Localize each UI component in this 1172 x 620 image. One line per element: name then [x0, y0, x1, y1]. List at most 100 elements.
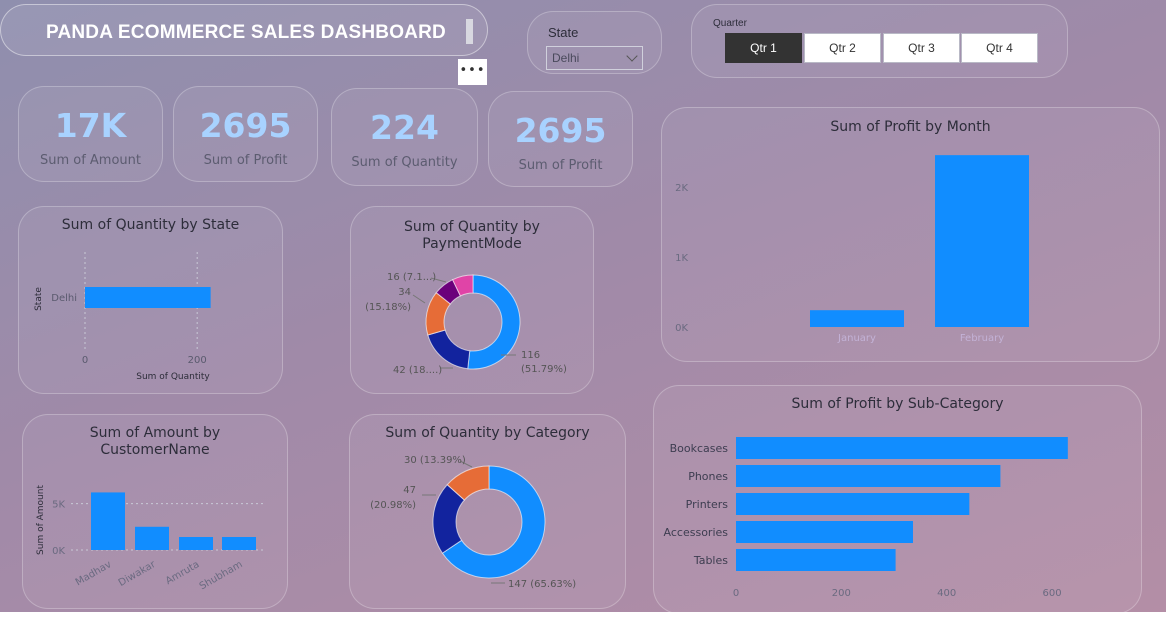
data-label: 47 — [403, 485, 416, 496]
quarter-button-3[interactable]: Qtr 3 — [883, 33, 960, 63]
x-tick-label: Madhav — [74, 559, 114, 588]
data-label: 147 (65.63%) — [508, 579, 576, 590]
chart-title: Sum of Profit by Sub-Category — [791, 396, 1004, 412]
profit-by-subcategory-chart: Bookcases Phones Printers Accessories Tables… — [664, 437, 1068, 599]
kpi-value: 17K — [54, 106, 127, 145]
chart-title: Sum of Profit by Month — [830, 119, 991, 135]
bar — [222, 537, 256, 550]
y-axis-label: State — [34, 287, 44, 311]
profit-by-subcategory-card: Sum of Profit by Sub-Category Bookcases P… — [653, 385, 1142, 614]
x-tick-label: Diwakar — [117, 559, 158, 589]
quarter-button-1[interactable]: Qtr 1 — [725, 33, 802, 63]
bar — [935, 155, 1029, 327]
dashboard-title: PANDA ECOMMERCE SALES DASHBOARD — [46, 22, 446, 43]
bar — [736, 493, 970, 515]
data-label: 30 (13.39%) — [404, 455, 466, 466]
leader-line — [412, 294, 426, 304]
category-label: Delhi — [51, 293, 77, 304]
quarter-slicer-label: Quarter — [713, 18, 747, 29]
qty-by-category-card: Sum of Quantity by Category 147 (65.63%)… — [349, 414, 626, 609]
kpi-value: 2695 — [514, 111, 607, 150]
qty-by-state-chart: Delhi 0 200 Sum of Quantity State — [34, 252, 211, 382]
chart-title: Sum of Amount by CustomerName — [89, 425, 221, 458]
data-label: 116 — [521, 350, 540, 361]
profit-by-month-chart: 0K 1K 2K January February — [675, 155, 1029, 344]
bar — [135, 526, 169, 550]
kpi-label: Sum of Amount — [39, 153, 142, 168]
bar — [810, 310, 904, 327]
title-scroll-handle[interactable] — [466, 19, 473, 44]
qty-by-category-chart: 147 (65.63%) 47 (20.98%) 30 (13.39%) — [370, 455, 576, 590]
page-bottom-edge — [0, 612, 1172, 620]
x-tick-label: 0 — [733, 588, 739, 599]
page-edge — [1166, 0, 1172, 620]
state-dropdown[interactable]: Delhi — [546, 46, 643, 70]
data-label: 16 (7.1...) — [387, 272, 436, 283]
amount-by-customer-card: Sum of Amount by CustomerName 0K 5K Sum of… — [22, 414, 288, 609]
x-tick-label: 200 — [832, 588, 851, 599]
profit-by-month-card: Sum of Profit by Month 0K 1K 2K January Febr… — [661, 107, 1160, 362]
x-tick-label: 600 — [1042, 588, 1061, 599]
donut-slice — [451, 274, 474, 297]
data-label: 34 — [398, 287, 411, 298]
x-tick-label: Shubham — [198, 559, 245, 592]
chart-title: Sum of Quantity by Category — [385, 425, 590, 441]
category-label: Tables — [693, 554, 728, 567]
category-label: Bookcases — [670, 442, 729, 455]
donut-slice — [441, 465, 546, 579]
x-tick-label: February — [960, 333, 1004, 344]
chart-title: Sum of Quantity by State — [61, 217, 240, 233]
kpi-card-quantity: 224 Sum of Quantity — [331, 88, 478, 186]
kpi-label: Sum of Profit — [203, 153, 288, 168]
data-label: (51.79%) — [521, 364, 567, 375]
amount-by-customer-chart: 0K 5K Sum of Amount Madhav Diwakar AmrutaShub… — [36, 485, 263, 592]
x-axis-label: Sum of Quantity — [136, 372, 210, 382]
bar — [736, 465, 1001, 487]
y-tick-label: 5K — [52, 500, 65, 511]
category-label: Phones — [688, 470, 728, 483]
bar — [85, 287, 211, 308]
quarter-button-4[interactable]: Qtr 4 — [961, 33, 1038, 63]
state-slicer-label: State — [548, 25, 579, 40]
title-card: PANDA ECOMMERCE SALES DASHBOARD — [0, 4, 488, 56]
y-tick-label: 0K — [52, 546, 65, 557]
y-tick-label: 1K — [675, 253, 688, 264]
category-label: Printers — [686, 498, 729, 511]
chart-title: Sum of Quantity by PaymentMode — [404, 219, 540, 252]
y-axis-label: Sum of Amount — [36, 485, 46, 555]
x-tick-label: 0 — [82, 355, 88, 366]
qty-by-paymentmode-chart: 116 (51.79%) 42 (18....) 34 (15.18%) 16 (7.1.… — [365, 272, 567, 376]
qty-by-state-card: Sum of Quantity by State Delhi 0 200 Sum of… — [18, 206, 283, 394]
bar — [736, 549, 896, 571]
data-label: (20.98%) — [370, 500, 416, 511]
leader-line — [459, 460, 473, 468]
quarter-button-2[interactable]: Qtr 2 — [804, 33, 881, 63]
kpi-label: Sum of Profit — [518, 158, 603, 173]
data-label: 42 (18....) — [393, 365, 442, 376]
leader-line — [430, 277, 447, 283]
bar — [179, 537, 213, 550]
donut-slice — [427, 329, 471, 370]
qty-by-paymentmode-card: Sum of Quantity by PaymentMode 116 (51.79… — [350, 206, 594, 394]
kpi-value: 2695 — [199, 106, 292, 145]
bar — [736, 437, 1068, 459]
quarter-slicer: Quarter Qtr 1 Qtr 2 Qtr 3 Qtr 4 — [691, 4, 1068, 78]
more-options-button[interactable]: ••• — [458, 59, 487, 85]
state-slicer: State Delhi — [527, 11, 662, 74]
donut-slice — [446, 465, 490, 501]
chevron-down-icon — [626, 50, 638, 62]
x-tick-label: 200 — [188, 355, 207, 366]
kpi-label: Sum of Quantity — [351, 155, 458, 170]
y-tick-label: 0K — [675, 323, 688, 334]
x-tick-label: January — [837, 333, 876, 344]
category-label: Accessories — [664, 526, 729, 539]
data-label: (15.18%) — [365, 302, 411, 313]
kpi-card-amount: 17K Sum of Amount — [18, 86, 163, 182]
bar — [736, 521, 913, 543]
x-tick-label: 400 — [937, 588, 956, 599]
x-tick-label: Amruta — [164, 559, 202, 587]
kpi-card-profit: 2695 Sum of Profit — [173, 86, 318, 182]
state-dropdown-value: Delhi — [552, 51, 580, 65]
kpi-card-profit-2: 2695 Sum of Profit — [488, 91, 633, 187]
y-tick-label: 2K — [675, 183, 688, 194]
